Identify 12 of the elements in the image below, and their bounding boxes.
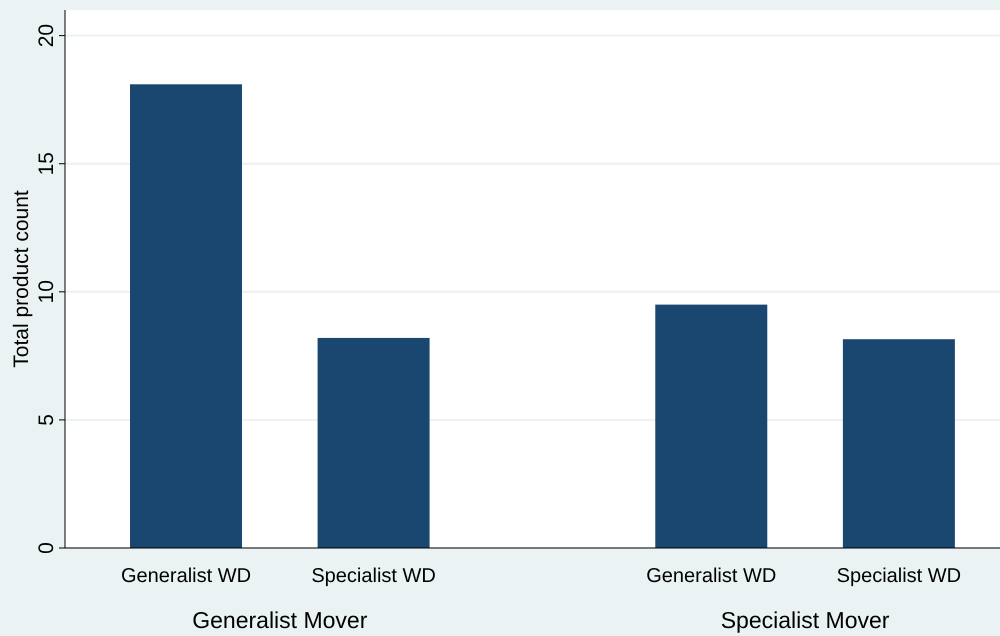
y-tick-label: 0 xyxy=(35,542,58,554)
y-tick-label: 15 xyxy=(35,152,58,176)
x-tick-label: Specialist WD xyxy=(836,565,962,587)
x-tick-label: Specialist WD xyxy=(311,565,436,587)
y-axis-title: Total product count xyxy=(10,190,33,368)
x-tick-label: Generalist WD xyxy=(646,565,776,587)
y-tick-label: 20 xyxy=(35,24,58,48)
y-tick-label: 10 xyxy=(35,280,58,304)
text: Generalist Mover xyxy=(192,607,368,633)
x-tick-label: Generalist WD xyxy=(120,565,252,587)
text: Specialist Mover xyxy=(720,607,890,633)
y-tick-label: 5 xyxy=(35,414,58,426)
